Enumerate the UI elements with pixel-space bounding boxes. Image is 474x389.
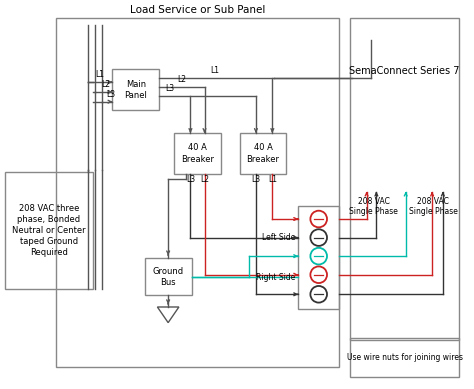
Bar [112,69,159,110]
Bar [56,18,339,366]
Text: L1: L1 [96,70,105,79]
Text: L3: L3 [251,175,261,184]
Text: SemaConnect Series 7: SemaConnect Series 7 [349,67,460,76]
Text: Right Side: Right Side [256,273,295,282]
Bar [239,133,286,174]
Text: 40 A
Breaker: 40 A Breaker [246,144,280,163]
Text: 208 VAC three
phase, Bonded
Neutral or Center
taped Ground
Required: 208 VAC three phase, Bonded Neutral or C… [12,204,86,258]
Text: L1: L1 [268,175,277,184]
Text: Ground
Bus: Ground Bus [153,266,184,287]
Bar [350,18,459,340]
Text: 208 VAC
Single Phase: 208 VAC Single Phase [349,196,398,216]
Text: Load Service or Sub Panel: Load Service or Sub Panel [130,5,265,15]
Bar [174,133,221,174]
Text: L2: L2 [177,75,186,84]
Bar [298,206,339,309]
Text: 40 A
Breaker: 40 A Breaker [181,144,214,163]
Text: L3: L3 [106,90,116,99]
Text: L2: L2 [200,175,209,184]
Text: L3: L3 [186,175,195,184]
Text: Main
Panel: Main Panel [125,80,147,100]
Bar [145,258,191,295]
Text: 208 VAC
Single Phase: 208 VAC Single Phase [409,196,457,216]
Bar [350,338,459,377]
Text: L3: L3 [165,84,174,93]
Text: Use wire nuts for joining wires: Use wire nuts for joining wires [346,353,463,362]
Text: L1: L1 [210,67,219,75]
Text: Left Side: Left Side [262,233,295,242]
Bar [5,172,93,289]
Text: L2: L2 [101,80,110,89]
